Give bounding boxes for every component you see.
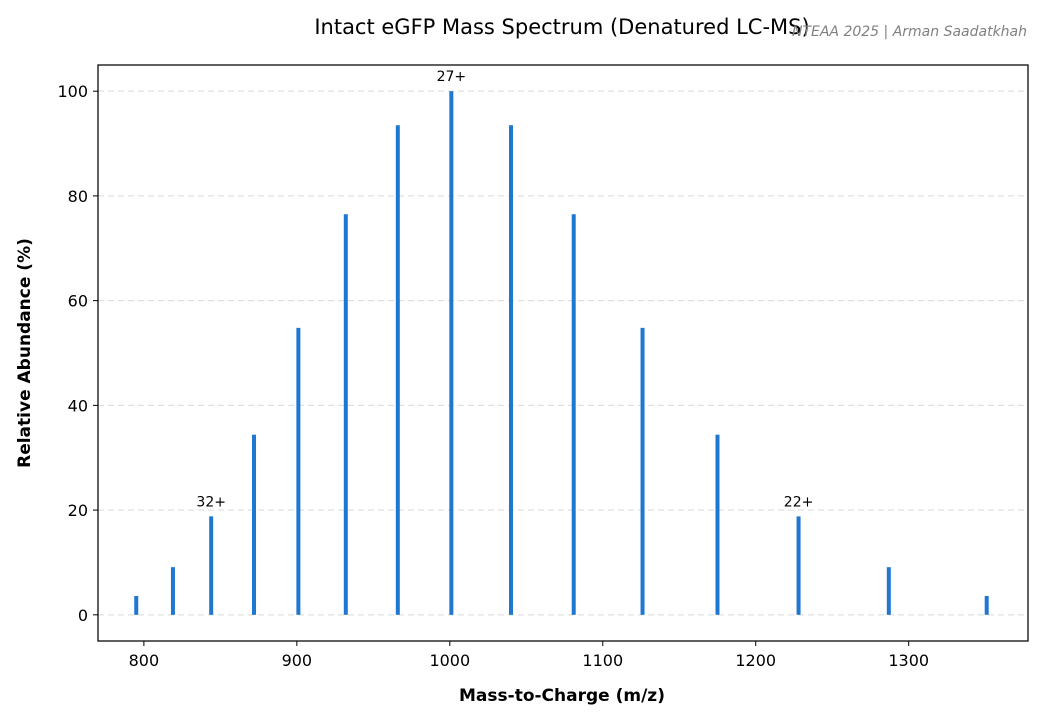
spectrum-peak-bar	[395, 125, 400, 615]
spectrum-peak-bar	[343, 214, 348, 615]
x-tick-label: 1100	[582, 651, 623, 670]
spectrum-peak-bar	[252, 434, 257, 615]
x-axis-label: Mass-to-Charge (m/z)	[459, 686, 665, 706]
charge-state-label: 27+	[437, 69, 467, 85]
x-tick-label: 1300	[888, 651, 929, 670]
axis-ticks: 0 20 40 60 80 100 800 900 1000 1100 1200 1300	[57, 82, 929, 670]
spectrum-peak-bar	[984, 595, 989, 615]
x-tick-label: 1200	[735, 651, 776, 670]
x-tick-label: 1000	[429, 651, 470, 670]
y-tick-label: 80	[68, 187, 88, 206]
spectrum-peak-bar	[640, 327, 645, 615]
y-tick-label: 100	[57, 82, 88, 101]
charge-state-label: 32+	[196, 494, 226, 510]
spectrum-peak-bar	[449, 91, 454, 615]
spectrum-peak-bar	[209, 516, 214, 615]
charge-state-annotations: 32+ 27+ 22+	[196, 69, 813, 510]
spectrum-peak-bar	[715, 434, 720, 615]
x-tick-label: 800	[129, 651, 160, 670]
spectrum-peak-bar	[134, 595, 139, 615]
y-tick-label: 0	[78, 606, 88, 625]
spectrum-peak-bar	[571, 214, 576, 615]
y-tick-label: 20	[68, 501, 88, 520]
spectrum-peak-bar	[508, 125, 513, 615]
spectrum-peak-bar	[296, 327, 301, 615]
x-tick-label: 900	[282, 651, 313, 670]
spectrum-bars	[134, 91, 989, 615]
spectrum-peak-bar	[796, 516, 801, 615]
chart-title: Intact eGFP Mass Spectrum (Denatured LC-…	[314, 15, 809, 39]
plot-frame	[97, 64, 1029, 642]
y-tick-label: 60	[68, 292, 88, 311]
spectrum-peak-bar	[170, 567, 175, 615]
spectrum-peak-bar	[886, 567, 891, 615]
charge-state-label: 22+	[784, 494, 814, 510]
y-axis-label: Relative Abundance (%)	[15, 238, 35, 468]
watermark: NTEAA 2025 | Arman Saadatkhah	[792, 24, 1027, 40]
y-tick-label: 40	[68, 396, 88, 415]
